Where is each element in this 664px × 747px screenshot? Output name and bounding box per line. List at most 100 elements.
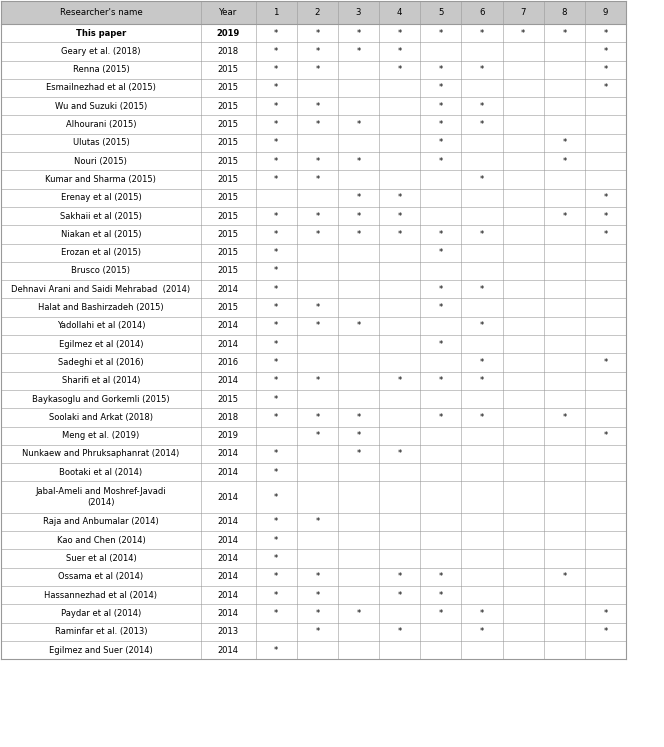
Bar [379, 335, 420, 353]
Bar [585, 463, 626, 481]
Bar [544, 408, 585, 427]
Bar [1, 225, 201, 244]
Text: *: * [480, 376, 484, 385]
Bar [461, 134, 503, 152]
Bar [201, 61, 256, 79]
Bar [201, 280, 256, 298]
Bar [297, 512, 338, 531]
Bar [297, 24, 338, 43]
Bar [338, 390, 379, 408]
Bar [379, 463, 420, 481]
Bar [201, 298, 256, 317]
Bar [201, 335, 256, 353]
Bar [461, 549, 503, 568]
Bar [297, 335, 338, 353]
Bar [503, 353, 544, 371]
Bar [585, 641, 626, 659]
Text: 9: 9 [603, 8, 608, 17]
Bar [338, 61, 379, 79]
Bar [503, 280, 544, 298]
Text: Esmailnezhad et al (2015): Esmailnezhad et al (2015) [46, 84, 156, 93]
Bar [420, 427, 461, 444]
Text: *: * [480, 175, 484, 184]
Text: *: * [274, 211, 278, 220]
Bar [379, 371, 420, 390]
Bar [461, 531, 503, 549]
Bar [420, 280, 461, 298]
Bar [544, 444, 585, 463]
Text: *: * [357, 321, 361, 330]
Bar [420, 568, 461, 586]
Bar [461, 188, 503, 207]
Text: *: * [274, 450, 278, 459]
Bar [379, 427, 420, 444]
Bar [379, 408, 420, 427]
Text: *: * [604, 47, 608, 56]
Text: This paper: This paper [76, 28, 126, 37]
Bar [379, 317, 420, 335]
Text: 2019: 2019 [216, 28, 240, 37]
Text: *: * [274, 518, 278, 527]
Text: *: * [439, 28, 443, 37]
Text: *: * [439, 340, 443, 349]
Bar [338, 531, 379, 549]
Bar [338, 207, 379, 225]
Bar [585, 225, 626, 244]
Text: 2014: 2014 [218, 554, 238, 563]
Text: *: * [439, 230, 443, 239]
Text: *: * [274, 340, 278, 349]
Bar [420, 24, 461, 43]
Bar [379, 280, 420, 298]
Text: *: * [315, 376, 319, 385]
Bar [1, 152, 201, 170]
Text: *: * [274, 248, 278, 257]
Text: *: * [562, 572, 566, 581]
Text: Geary et al. (2018): Geary et al. (2018) [61, 47, 141, 56]
Bar [585, 298, 626, 317]
Bar [297, 586, 338, 604]
Bar [1, 207, 201, 225]
Text: 2014: 2014 [218, 285, 238, 294]
Bar [1, 115, 201, 134]
Bar [1, 134, 201, 152]
Bar [544, 549, 585, 568]
Bar [544, 390, 585, 408]
Bar [585, 335, 626, 353]
Bar [201, 97, 256, 115]
Bar [379, 43, 420, 61]
Bar [420, 61, 461, 79]
Text: 2014: 2014 [218, 492, 238, 502]
Text: Egilmez and Suer (2014): Egilmez and Suer (2014) [49, 645, 153, 654]
Bar [503, 390, 544, 408]
Text: *: * [604, 609, 608, 618]
Bar [420, 225, 461, 244]
Bar [544, 586, 585, 604]
Bar [338, 481, 379, 512]
Bar [461, 61, 503, 79]
Bar [461, 280, 503, 298]
Bar [585, 280, 626, 298]
Bar [544, 24, 585, 43]
Text: *: * [274, 47, 278, 56]
Text: Sakhaii et al (2015): Sakhaii et al (2015) [60, 211, 142, 220]
Text: *: * [315, 627, 319, 636]
Text: *: * [274, 554, 278, 563]
Text: 2015: 2015 [218, 248, 238, 257]
Text: Erenay et al (2015): Erenay et al (2015) [60, 193, 141, 202]
Text: 2014: 2014 [218, 468, 238, 477]
Text: *: * [315, 120, 319, 129]
Bar [420, 586, 461, 604]
Text: Kao and Chen (2014): Kao and Chen (2014) [56, 536, 145, 545]
Bar [1, 298, 201, 317]
Bar [461, 335, 503, 353]
Bar [420, 641, 461, 659]
Text: Alhourani (2015): Alhourani (2015) [66, 120, 136, 129]
Bar [420, 622, 461, 641]
Text: 2014: 2014 [218, 645, 238, 654]
Bar [503, 24, 544, 43]
Bar [585, 427, 626, 444]
Bar [201, 1, 256, 24]
Text: *: * [398, 572, 402, 581]
Text: *: * [315, 175, 319, 184]
Text: *: * [315, 572, 319, 581]
